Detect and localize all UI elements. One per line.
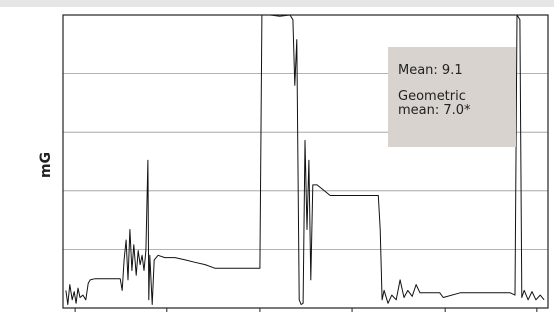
annotation: Mean: 9.1: [398, 63, 463, 78]
annotation-box: Mean: 9.1 Geometric mean: 7.0*: [388, 47, 516, 147]
top-bar: [0, 0, 554, 7]
plot-frame: [62, 14, 549, 309]
y-axis-label: mG: [38, 152, 54, 178]
annotation: Geometric mean: 7.0*: [398, 89, 471, 118]
